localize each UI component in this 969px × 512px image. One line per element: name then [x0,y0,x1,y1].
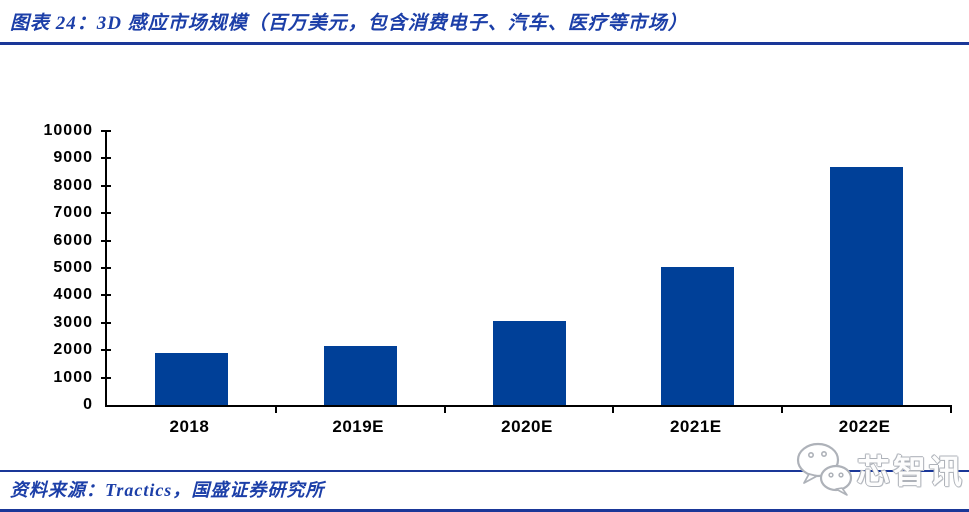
source-note: 资料来源：Tractics，国盛证券研究所 [10,480,325,500]
y-axis-tick [101,157,111,160]
figure-caption: 图表 24：3D 感应市场规模（百万美元，包含消费电子、汽车、医疗等市场） [10,13,688,34]
y-axis-tick-label: 5000 [53,259,93,276]
x-axis-label-2019E: 2019E [332,417,385,436]
bar-2021E [661,266,735,405]
footer-divider-rule [0,470,969,472]
y-axis-tick [101,376,111,379]
y-axis-tick-label: 1000 [53,368,93,386]
y-axis-tick [101,267,111,269]
x-axis-label-2020E: 2020E [501,417,553,436]
y-axis-tick [101,184,111,187]
plot-area [101,130,952,413]
x-axis-label-2021E: 2021E [669,417,722,436]
x-axis-label-2022E: 2022E [838,417,891,436]
x-axis-tick [612,405,615,413]
y-axis-tick [101,130,111,132]
bar-2022E [830,166,904,405]
bottom-border-rule [0,509,969,512]
y-axis-tick [101,239,111,242]
y-axis-tick-label: 0 [83,396,93,413]
y-axis-tick [101,349,111,352]
x-axis-tick [274,405,277,413]
bar-2018 [154,352,228,405]
y-axis-tick-label: 10000 [43,122,93,139]
y-axis-tick [101,212,111,215]
bar-2019E [323,346,397,405]
x-axis-tick [950,405,952,413]
y-axis-tick-label: 4000 [53,286,93,304]
y-axis-tick-label: 6000 [53,231,93,249]
x-axis-tick [781,405,784,413]
wechat-chat-bubbles-icon [795,441,855,502]
y-axis-tick [101,294,111,297]
x-axis-tick [443,405,446,413]
y-axis-tick-label: 9000 [53,149,93,167]
bar-2020E [492,321,566,405]
y-axis-tick-label: 2000 [53,341,93,359]
y-axis-tick-label: 3000 [53,313,93,331]
watermark: 芯智讯 [795,441,965,502]
y-axis-tick-label: 8000 [53,176,93,194]
y-axis-tick-label: 7000 [53,204,93,222]
watermark-text: 芯智讯 [857,453,965,490]
y-axis-tick [101,321,111,324]
caption-divider-rule [0,42,969,45]
x-axis-label-2018: 2018 [169,417,210,436]
